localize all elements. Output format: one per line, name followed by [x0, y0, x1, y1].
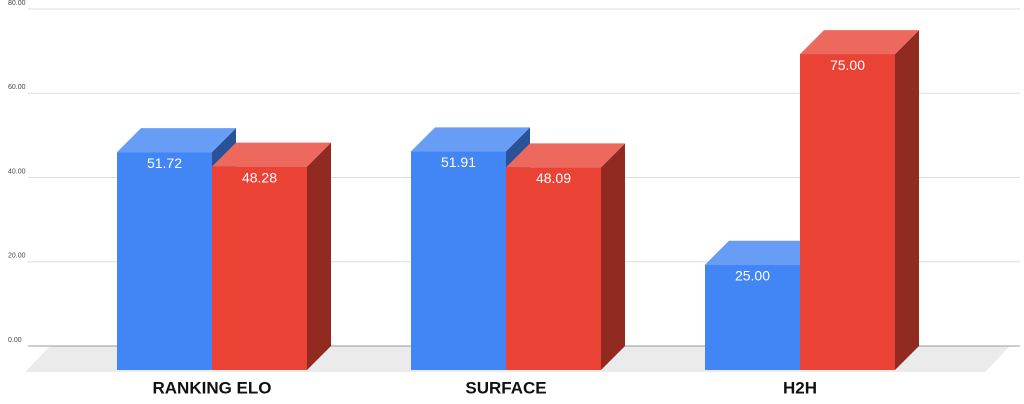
bar [705, 264, 800, 370]
value-label: 48.28 [242, 169, 277, 185]
bar-top [117, 128, 236, 153]
value-label: 51.72 [147, 155, 182, 171]
bar [800, 54, 895, 370]
bar [506, 167, 601, 370]
bar-top [506, 143, 625, 168]
bar [411, 151, 506, 370]
value-label: 48.09 [536, 170, 571, 186]
y-tick-label: 60.00 [8, 84, 26, 91]
y-tick-label: 40.00 [8, 168, 26, 175]
x-tick-label: H2H [783, 378, 817, 397]
bar-side [307, 142, 331, 370]
y-tick-label: 80.00 [8, 0, 26, 7]
bar-top [800, 30, 919, 55]
x-tick-label: SURFACE [465, 378, 546, 397]
y-tick-label: 0.00 [8, 337, 22, 344]
bar [212, 166, 307, 370]
bar [117, 152, 212, 370]
x-tick-label: RANKING ELO [153, 378, 272, 397]
bar-top [212, 142, 331, 167]
value-label: 75.00 [830, 57, 865, 73]
value-label: 51.91 [441, 154, 476, 170]
bar-side [601, 143, 625, 370]
bar-top [411, 127, 530, 152]
bar-side [895, 30, 919, 370]
bar-top [705, 240, 824, 265]
value-label: 25.00 [735, 267, 770, 283]
y-tick-label: 20.00 [8, 253, 26, 260]
